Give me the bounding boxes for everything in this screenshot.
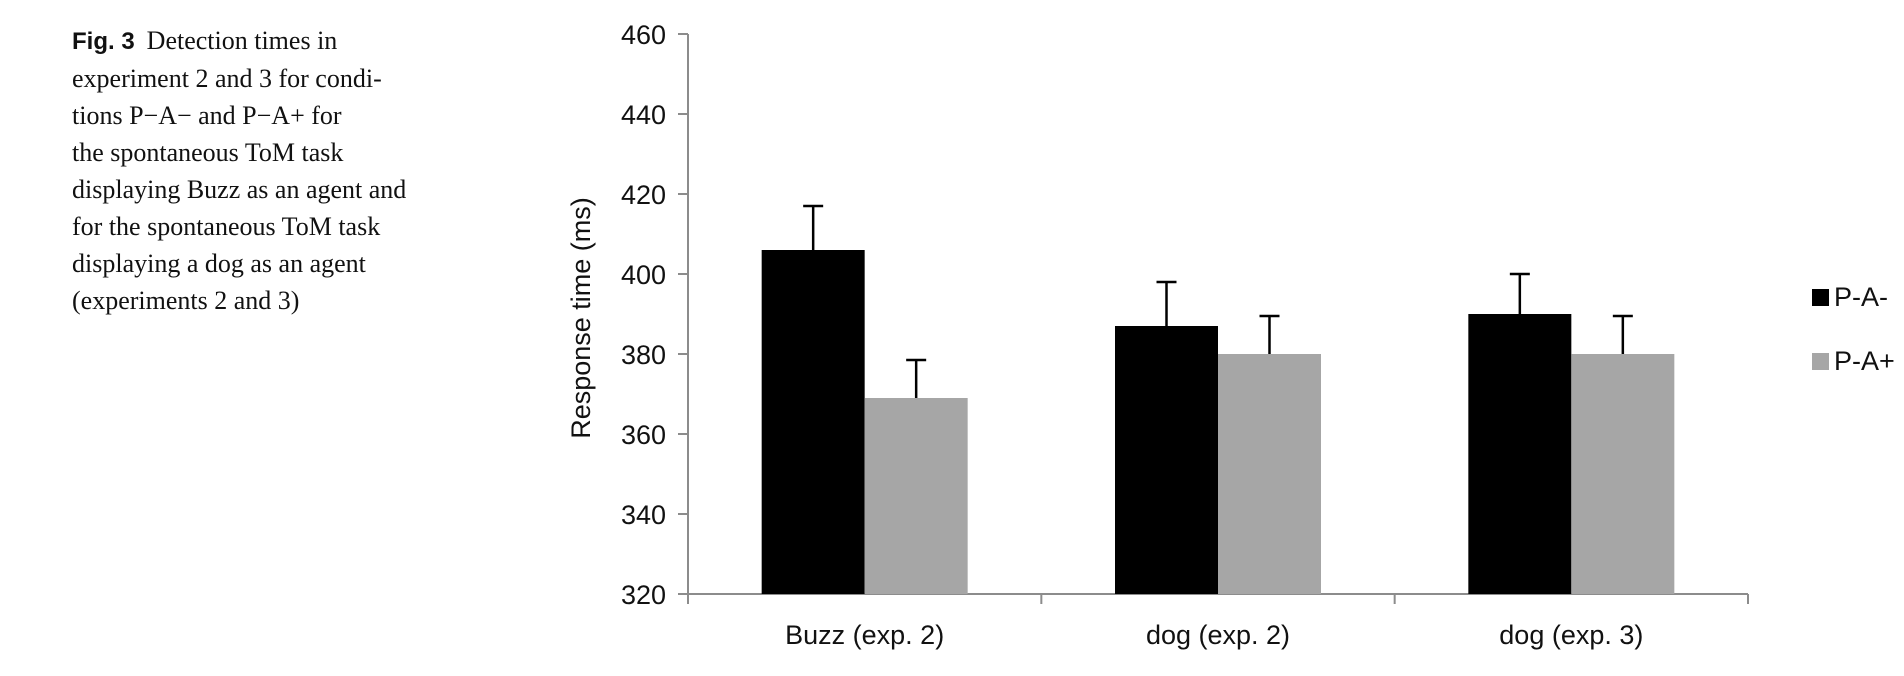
legend-label: P-A-	[1834, 282, 1888, 312]
y-tick-label: 400	[621, 260, 666, 290]
y-tick-label: 380	[621, 340, 666, 370]
y-tick-label: 420	[621, 180, 666, 210]
bar-1-2	[1571, 354, 1675, 594]
caption-line-1: experiment 2 and 3 for condi-	[72, 64, 382, 93]
x-tick-label: dog (exp. 3)	[1499, 620, 1643, 650]
caption-line-6: displaying a dog as an agent	[72, 249, 366, 278]
bar-0-2	[1468, 314, 1572, 594]
y-tick-label: 340	[621, 500, 666, 530]
bar-0-1	[1115, 326, 1218, 594]
legend-label: P-A+	[1834, 346, 1895, 376]
y-tick-label: 460	[621, 20, 666, 50]
bar-0-0	[761, 250, 865, 594]
bar-1-1	[1218, 354, 1321, 594]
x-tick-label: Buzz (exp. 2)	[785, 620, 944, 650]
y-tick-label: 440	[621, 100, 666, 130]
figure-caption: Fig. 3 Detection times in experiment 2 an…	[72, 22, 492, 319]
legend-swatch	[1812, 289, 1829, 306]
y-axis-label: Response time (ms)	[566, 197, 596, 439]
figure-label: Fig. 3	[72, 28, 135, 55]
legend-swatch	[1812, 353, 1829, 370]
x-tick-label: dog (exp. 2)	[1146, 620, 1290, 650]
caption-line-5: for the spontaneous ToM task	[72, 212, 381, 241]
y-tick-label: 360	[621, 420, 666, 450]
caption-line-0: Fig. 3 Detection times in	[72, 26, 338, 55]
caption-line-3: the spontaneous ToM task	[72, 138, 344, 167]
caption-line-4: displaying Buzz as an agent and	[72, 175, 407, 204]
y-tick-label: 320	[621, 580, 666, 610]
caption-line-7: (experiments 2 and 3)	[72, 286, 300, 315]
bar-1-0	[864, 398, 968, 594]
caption-line-2: tions P−A− and P−A+ for	[72, 101, 342, 130]
